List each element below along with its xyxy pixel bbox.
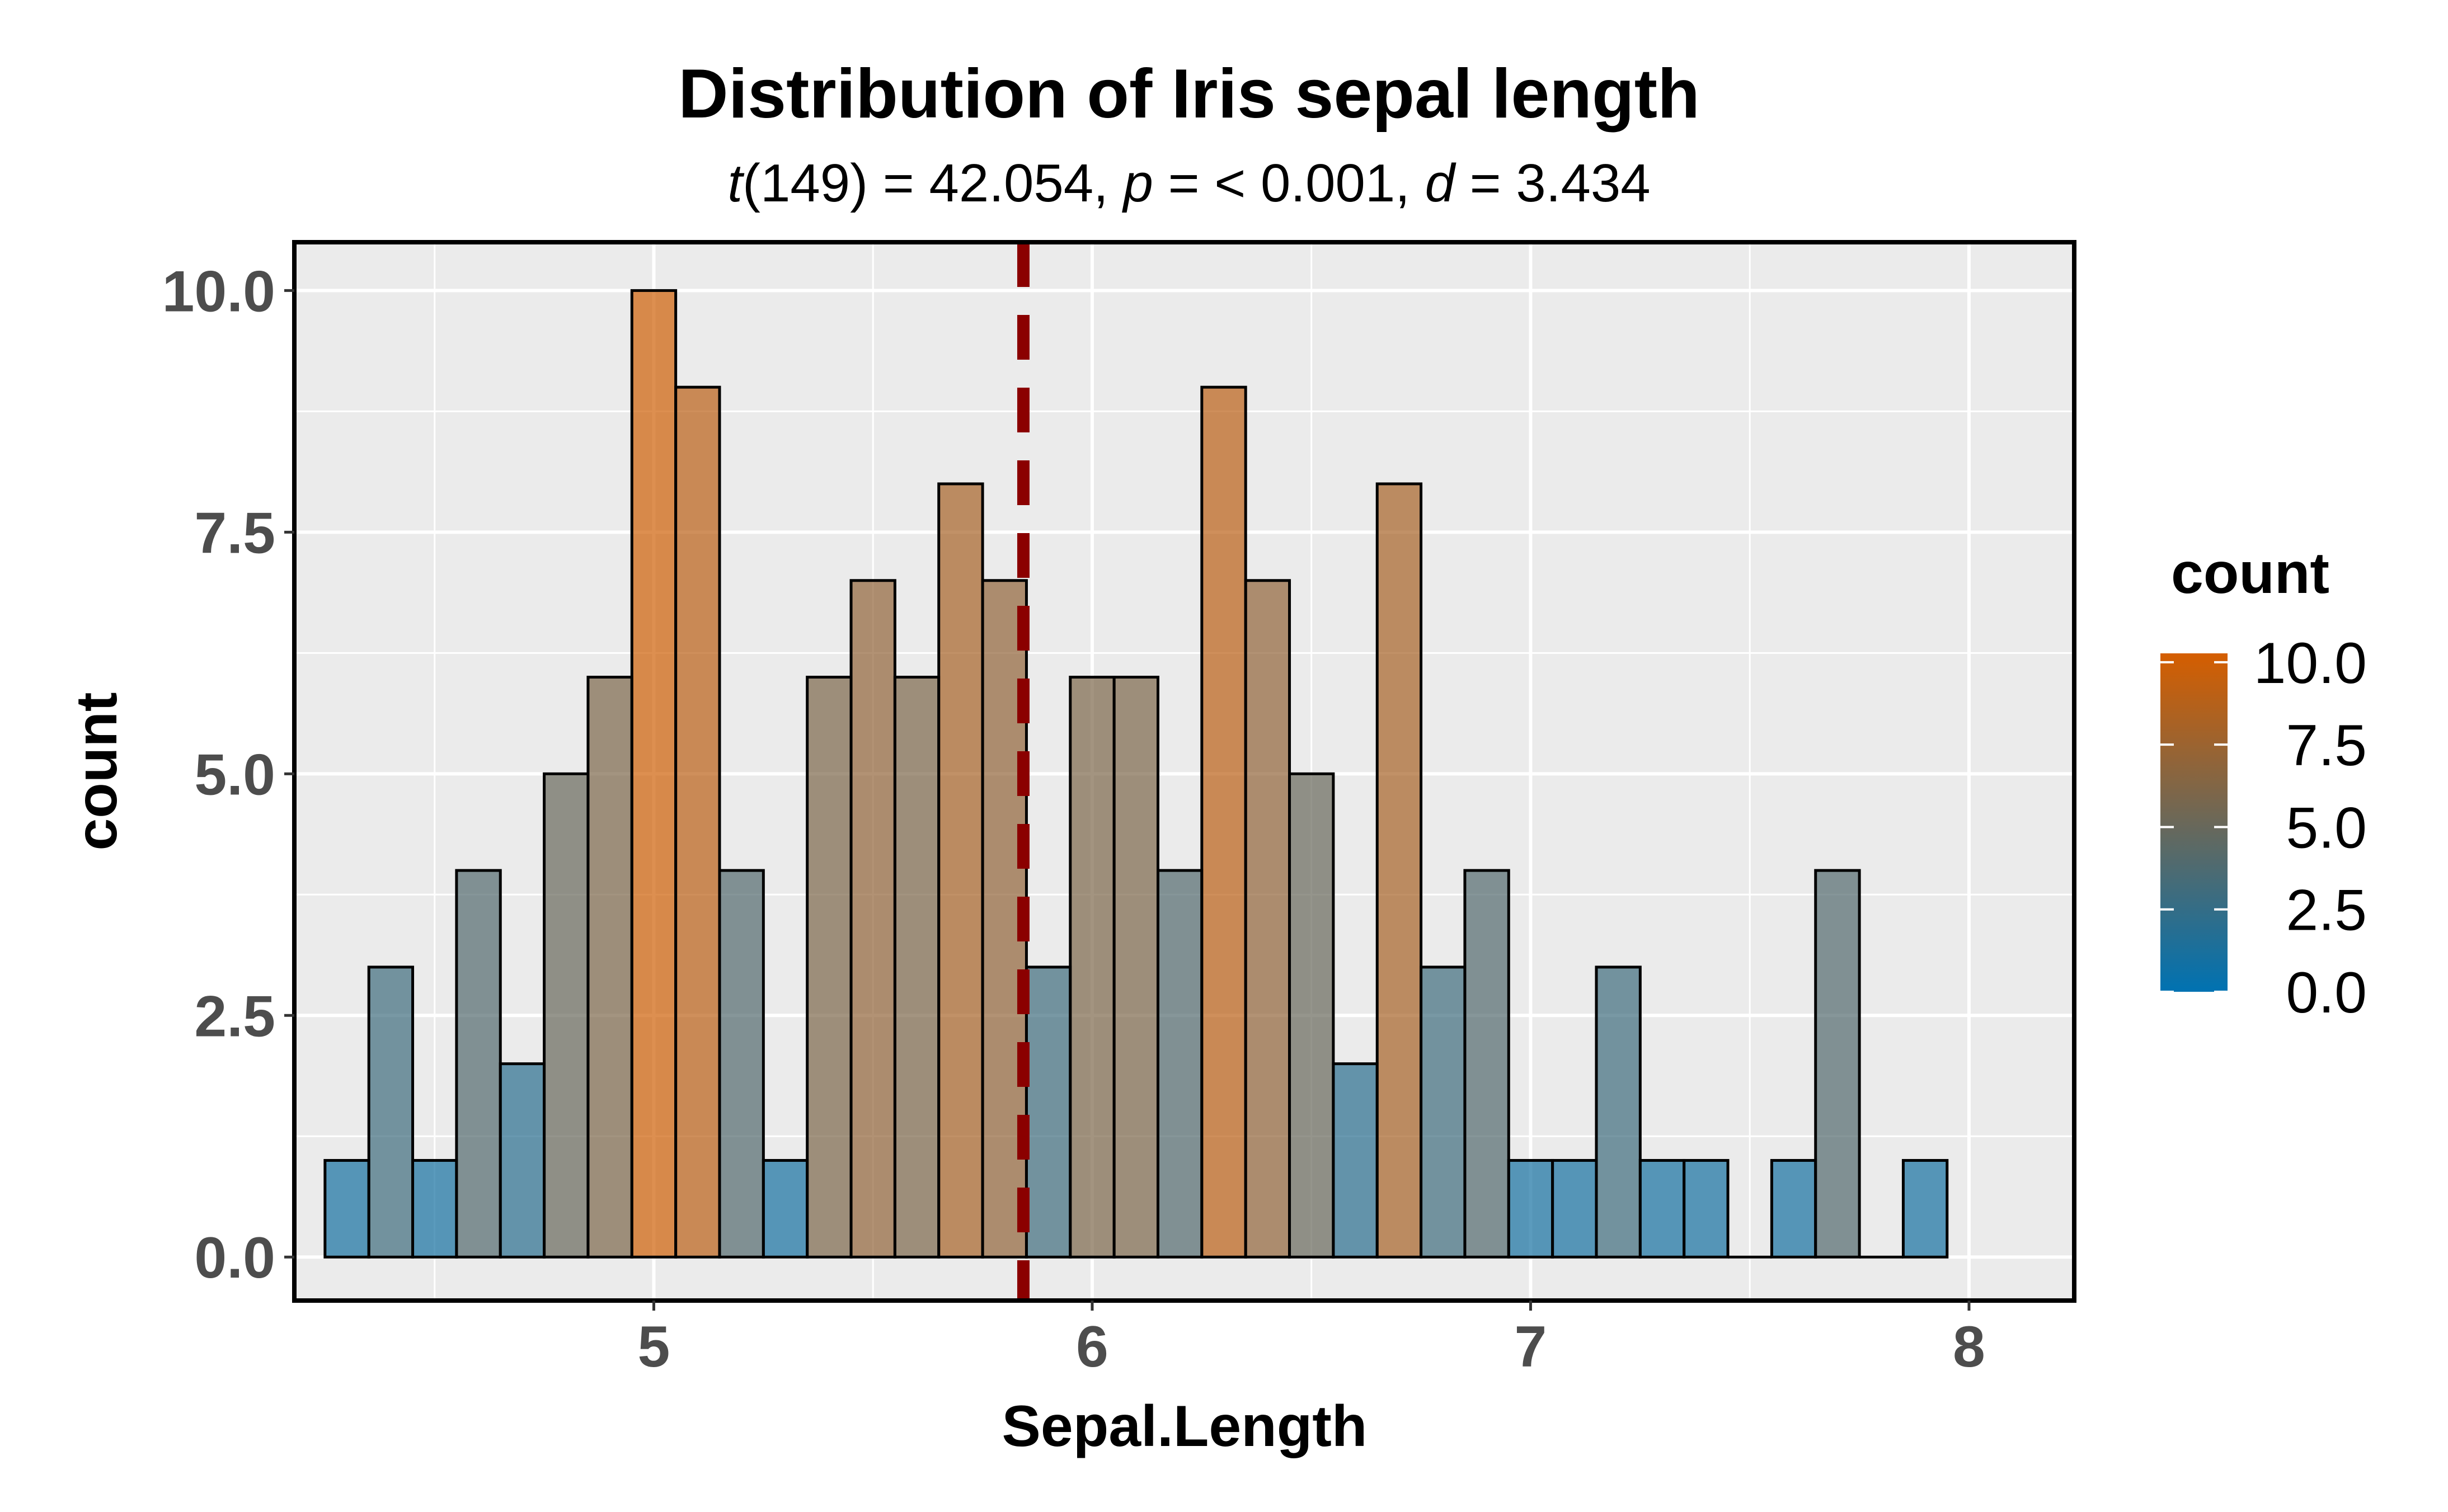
legend-label: 5.0 [2286,795,2367,860]
histogram-bar [1200,385,1247,1259]
histogram-bar [1288,772,1335,1259]
y-axis-title: count [64,692,129,850]
histogram-bar [499,1062,546,1259]
x-tick-label: 5 [638,1315,670,1379]
histogram-bar [762,1158,809,1259]
x-tick-label: 8 [1953,1315,1985,1379]
subtitle-p-symbol: p [1122,153,1153,213]
legend-colorbar [2160,653,2228,992]
x-tick-label: 6 [1076,1315,1108,1379]
histogram-bar [718,869,765,1259]
y-axis: 0.0 2.5 5.0 7.5 10.0 [162,259,294,1290]
histogram-bar [1507,1158,1554,1259]
histogram-bar [1112,676,1159,1259]
y-tick-label: 10.0 [162,259,275,324]
legend-label: 2.5 [2286,878,2367,943]
subtitle-d-value: = 3.434 [1455,153,1651,213]
chart-subtitle: t(149) = 42.054, p = < 0.001, d = 3.434 [727,153,1650,213]
y-tick-label: 5.0 [194,742,275,807]
y-tick-label: 2.5 [194,984,275,1049]
x-tick-label: 7 [1515,1315,1547,1379]
legend-title: count [2171,541,2329,606]
x-axis-title: Sepal.Length [1002,1394,1368,1459]
x-axis: 5 6 7 8 [638,1301,1985,1379]
legend-ticks: 10.0 7.5 5.0 2.5 0.0 [2160,631,2367,1025]
histogram-bar [849,579,896,1259]
histogram-bar [1244,579,1291,1259]
histogram-bars [323,289,1949,1259]
y-tick-label: 7.5 [194,501,275,566]
legend-label: 7.5 [2286,713,2367,778]
legend: count 10.0 7.5 5.0 2.5 0.0 [2160,541,2367,1025]
histogram-bar [1025,965,1072,1259]
histogram-bar [586,676,633,1259]
histogram-bar [1332,1062,1379,1259]
subtitle-p-value: = < 0.001, [1153,153,1425,213]
plot-panel-border [292,240,2076,1303]
histogram-bar [543,772,590,1259]
histogram-bar [1901,1158,1949,1259]
histogram-bar [1638,1158,1686,1259]
histogram-bar [1683,1158,1730,1259]
histogram-bar [1814,869,1861,1259]
histogram-bar [1156,869,1204,1259]
histogram-bar [893,676,941,1259]
histogram-bar [1770,1158,1817,1259]
legend-label: 10.0 [2254,631,2367,696]
histogram-bar [411,1158,458,1259]
chart-title: Distribution of Iris sepal length [678,55,1700,133]
subtitle-t-value: (149) = 42.054, [743,153,1123,213]
subtitle-d-symbol: d [1425,153,1456,213]
histogram-bar [323,1158,370,1259]
histogram-bar [937,482,984,1259]
histogram-bar [630,289,678,1259]
histogram-bar [1375,482,1423,1259]
histogram-bar [1420,965,1467,1259]
histogram-bar [806,676,853,1259]
histogram-bar [1551,1158,1598,1259]
subtitle-t-symbol: t [727,153,744,213]
histogram-bar [674,385,721,1259]
histogram-bar [1595,965,1642,1259]
histogram-bar [1069,676,1116,1259]
histogram-bar [1463,869,1510,1259]
y-tick-label: 0.0 [194,1226,275,1290]
legend-label: 0.0 [2286,960,2367,1025]
histogram-bar [367,965,415,1259]
histogram-bar [455,869,502,1259]
